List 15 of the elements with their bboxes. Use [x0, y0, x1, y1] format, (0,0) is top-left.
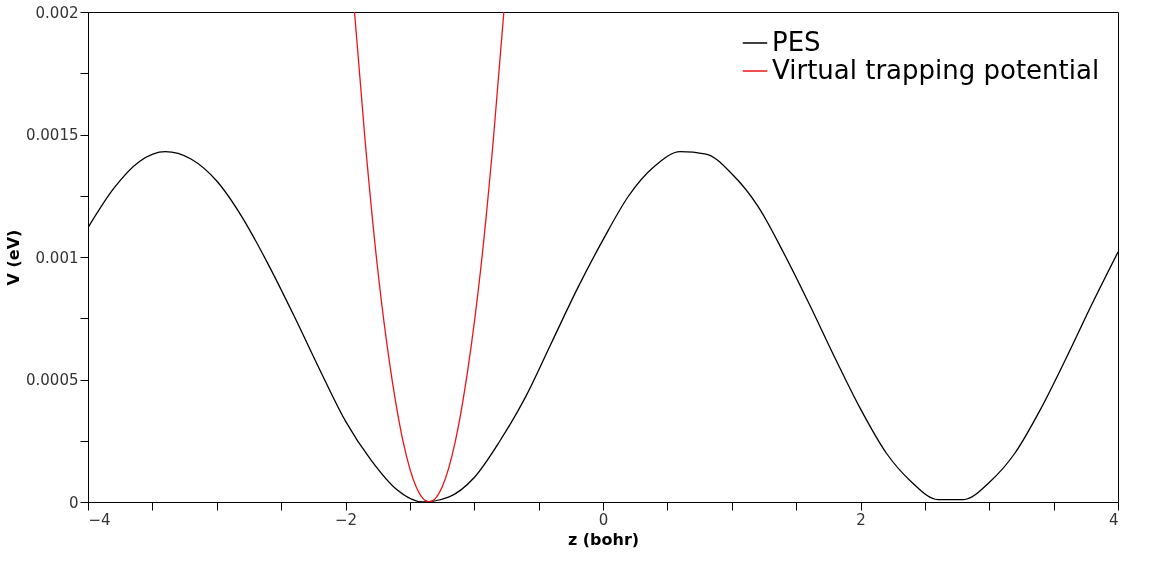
y-tick-label: 0.0005 — [26, 371, 79, 389]
y-tick-label: 0 — [68, 493, 79, 512]
x-tick-label: 4 — [1108, 510, 1119, 529]
line-series — [353, 12, 505, 502]
y-tick-label: 0.002 — [35, 3, 79, 22]
legend-label: Virtual trapping potential — [772, 55, 1100, 85]
x-tick-label: −4 — [88, 510, 111, 529]
x-axis-title: z (bohr) — [567, 529, 640, 549]
x-tick-label: −2 — [334, 510, 358, 529]
y-axis-title: V (eV) — [4, 229, 24, 286]
y-tick-label: 0.0015 — [26, 126, 79, 144]
y-tick-label: 0.001 — [35, 248, 79, 267]
x-tick-label: 2 — [856, 510, 866, 529]
legend-label: PES — [772, 27, 821, 57]
x-tick-label: 0 — [598, 510, 609, 529]
